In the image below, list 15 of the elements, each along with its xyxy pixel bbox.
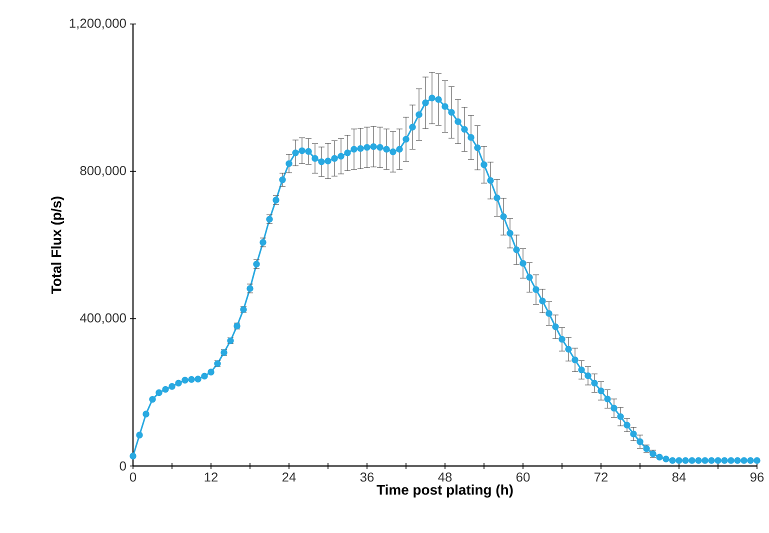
x-tick-label: 72: [594, 472, 608, 482]
y-tick-label: 1,200,000: [70, 18, 126, 30]
x-tick-label: 48: [438, 472, 452, 482]
x-tick-label: 12: [204, 472, 218, 482]
y-tick-label: 0: [120, 461, 126, 471]
x-axis-title: Time post plating (h): [376, 484, 513, 498]
y-tick-label: 800,000: [80, 166, 126, 177]
x-tick-label: 96: [750, 472, 764, 482]
x-tick-label: 36: [360, 472, 374, 482]
y-axis-title: Total Flux (p/s): [51, 196, 64, 294]
x-tick-label: 60: [516, 472, 530, 482]
y-tick-label: 400,000: [80, 313, 126, 324]
x-tick-label: 0: [130, 472, 136, 482]
x-tick-label: 84: [672, 472, 686, 482]
x-tick-label: 24: [282, 472, 296, 482]
